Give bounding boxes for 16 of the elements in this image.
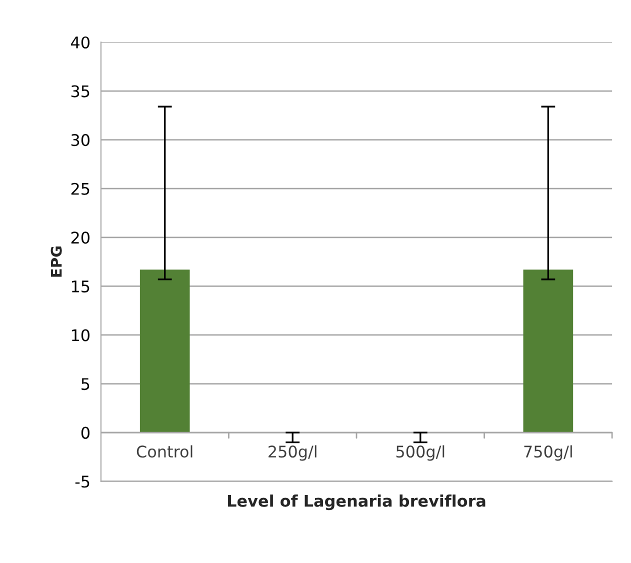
x-axis-title: Level of Lagenaria breviflora [228,494,486,510]
y-tick-label: 10 [72,329,90,342]
y-tick-label: 0 [81,426,90,439]
y-tick-label: -5 [75,476,90,488]
y-tick-label: 40 [71,36,90,49]
y-tick-label: 20 [71,232,90,244]
x-tick-label: 250g/l [268,445,316,461]
y-tick-label: 35 [71,85,90,98]
y-tick-label: 5 [82,378,90,390]
y-tick-label: 15 [72,280,90,292]
y-axis-title: EPG [50,246,62,277]
x-tick-label: 500g/l [396,445,444,461]
y-tick-label: 25 [71,182,90,195]
x-tick-label: Control [136,445,192,458]
y-tick-label: 30 [71,134,90,146]
x-tick-label: 750g/l [524,445,572,461]
